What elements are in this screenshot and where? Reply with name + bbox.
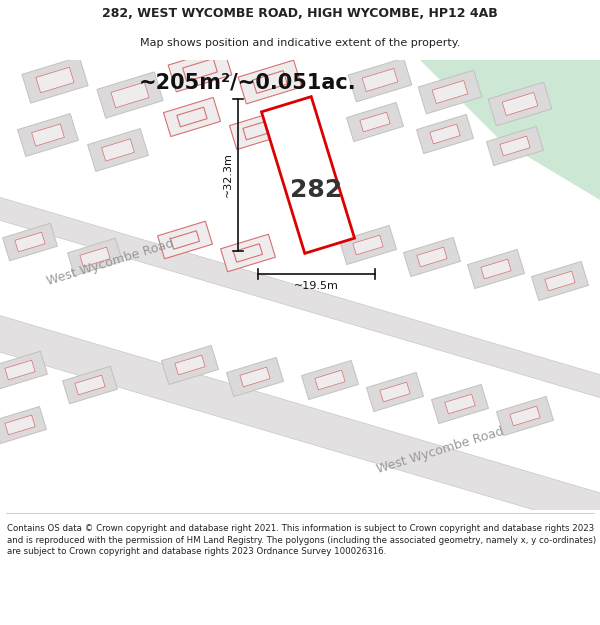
- Polygon shape: [545, 271, 575, 291]
- Polygon shape: [481, 259, 511, 279]
- Polygon shape: [367, 372, 424, 411]
- Polygon shape: [158, 221, 212, 259]
- Polygon shape: [315, 370, 345, 390]
- Polygon shape: [487, 126, 544, 166]
- Polygon shape: [97, 72, 163, 118]
- Polygon shape: [420, 60, 600, 200]
- Polygon shape: [380, 382, 410, 402]
- Polygon shape: [467, 249, 524, 289]
- Polygon shape: [175, 355, 205, 375]
- Polygon shape: [168, 48, 232, 92]
- Polygon shape: [510, 406, 540, 426]
- Polygon shape: [226, 357, 284, 396]
- Polygon shape: [80, 247, 110, 267]
- Polygon shape: [340, 226, 397, 264]
- Polygon shape: [5, 415, 35, 435]
- Polygon shape: [182, 59, 217, 81]
- Polygon shape: [238, 60, 302, 104]
- Polygon shape: [262, 97, 355, 253]
- Polygon shape: [170, 231, 200, 249]
- Polygon shape: [32, 124, 64, 146]
- Polygon shape: [488, 82, 552, 126]
- Text: 282, WEST WYCOMBE ROAD, HIGH WYCOMBE, HP12 4AB: 282, WEST WYCOMBE ROAD, HIGH WYCOMBE, HP…: [102, 7, 498, 20]
- Polygon shape: [403, 238, 461, 276]
- Polygon shape: [353, 235, 383, 255]
- Polygon shape: [253, 71, 287, 93]
- Polygon shape: [111, 82, 149, 107]
- Polygon shape: [348, 58, 412, 102]
- Polygon shape: [62, 366, 118, 404]
- Polygon shape: [15, 232, 45, 252]
- Polygon shape: [0, 351, 47, 389]
- Polygon shape: [101, 139, 134, 161]
- Text: ~32.3m: ~32.3m: [223, 152, 233, 198]
- Polygon shape: [240, 367, 270, 387]
- Polygon shape: [301, 361, 359, 399]
- Polygon shape: [161, 346, 218, 384]
- Polygon shape: [22, 57, 88, 103]
- Text: ~19.5m: ~19.5m: [294, 281, 339, 291]
- Polygon shape: [431, 384, 488, 424]
- Polygon shape: [233, 244, 263, 262]
- Text: Contains OS data © Crown copyright and database right 2021. This information is : Contains OS data © Crown copyright and d…: [7, 524, 596, 556]
- Polygon shape: [5, 360, 35, 380]
- Text: ~205m²/~0.051ac.: ~205m²/~0.051ac.: [139, 72, 357, 92]
- Polygon shape: [360, 112, 390, 132]
- Polygon shape: [496, 396, 554, 436]
- Text: West Wycombe Road: West Wycombe Road: [45, 236, 175, 288]
- Text: Map shows position and indicative extent of the property.: Map shows position and indicative extent…: [140, 38, 460, 48]
- Polygon shape: [36, 68, 74, 92]
- Polygon shape: [0, 308, 600, 537]
- Polygon shape: [346, 102, 404, 141]
- Polygon shape: [500, 136, 530, 156]
- Polygon shape: [432, 81, 468, 104]
- Polygon shape: [75, 375, 105, 395]
- Polygon shape: [532, 261, 589, 301]
- Polygon shape: [17, 114, 79, 156]
- Polygon shape: [502, 92, 538, 116]
- Polygon shape: [0, 189, 600, 406]
- Polygon shape: [0, 406, 46, 444]
- Polygon shape: [68, 238, 122, 276]
- Polygon shape: [430, 124, 460, 144]
- Polygon shape: [177, 107, 207, 127]
- Polygon shape: [229, 111, 287, 149]
- Polygon shape: [163, 98, 221, 136]
- Text: West Wycombe Road: West Wycombe Road: [375, 424, 505, 476]
- Polygon shape: [362, 69, 398, 91]
- Polygon shape: [416, 114, 473, 154]
- Polygon shape: [417, 247, 447, 267]
- Polygon shape: [445, 394, 475, 414]
- Polygon shape: [2, 223, 58, 261]
- Polygon shape: [243, 120, 273, 140]
- Text: 282: 282: [290, 178, 342, 202]
- Polygon shape: [221, 234, 275, 272]
- Polygon shape: [88, 129, 148, 171]
- Polygon shape: [418, 70, 482, 114]
